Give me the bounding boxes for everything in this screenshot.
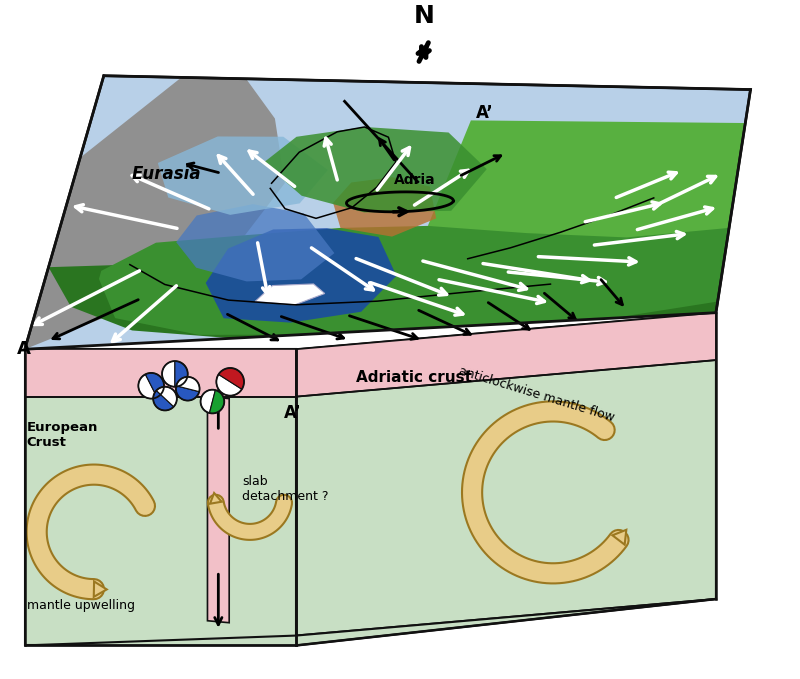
Text: slab
detachment ?: slab detachment ? (242, 475, 329, 503)
Polygon shape (99, 213, 731, 335)
Polygon shape (158, 136, 328, 215)
Polygon shape (25, 349, 296, 646)
Polygon shape (162, 361, 175, 387)
Polygon shape (49, 235, 728, 338)
Polygon shape (138, 374, 157, 399)
Polygon shape (210, 493, 222, 504)
Text: A: A (17, 340, 30, 358)
Polygon shape (176, 386, 199, 401)
Polygon shape (207, 397, 229, 623)
Polygon shape (218, 368, 244, 389)
Polygon shape (25, 76, 750, 349)
Text: A’: A’ (283, 404, 302, 422)
Text: European
Crust: European Crust (26, 421, 98, 449)
Polygon shape (296, 313, 716, 636)
Text: anticlockwise mantle flow: anticlockwise mantle flow (458, 365, 616, 424)
Text: A’: A’ (476, 104, 494, 122)
Polygon shape (216, 374, 242, 396)
Polygon shape (25, 77, 285, 349)
Polygon shape (25, 349, 296, 397)
Polygon shape (333, 177, 436, 236)
Polygon shape (201, 390, 215, 413)
Text: Adriatic crust: Adriatic crust (355, 370, 471, 385)
Text: mantle upwelling: mantle upwelling (26, 599, 134, 612)
Polygon shape (25, 599, 716, 646)
Polygon shape (156, 387, 177, 407)
Polygon shape (255, 284, 325, 305)
Polygon shape (175, 361, 188, 387)
Text: N: N (414, 4, 434, 29)
Polygon shape (263, 127, 486, 213)
Polygon shape (206, 228, 397, 323)
Polygon shape (176, 377, 199, 392)
Polygon shape (296, 313, 716, 397)
Text: Eurasia: Eurasia (132, 165, 202, 183)
Polygon shape (428, 120, 746, 238)
Text: Adria: Adria (394, 173, 436, 187)
Polygon shape (176, 204, 334, 281)
Polygon shape (94, 581, 106, 597)
Polygon shape (153, 390, 174, 410)
Polygon shape (146, 373, 164, 397)
Polygon shape (210, 390, 224, 414)
Polygon shape (613, 530, 626, 545)
